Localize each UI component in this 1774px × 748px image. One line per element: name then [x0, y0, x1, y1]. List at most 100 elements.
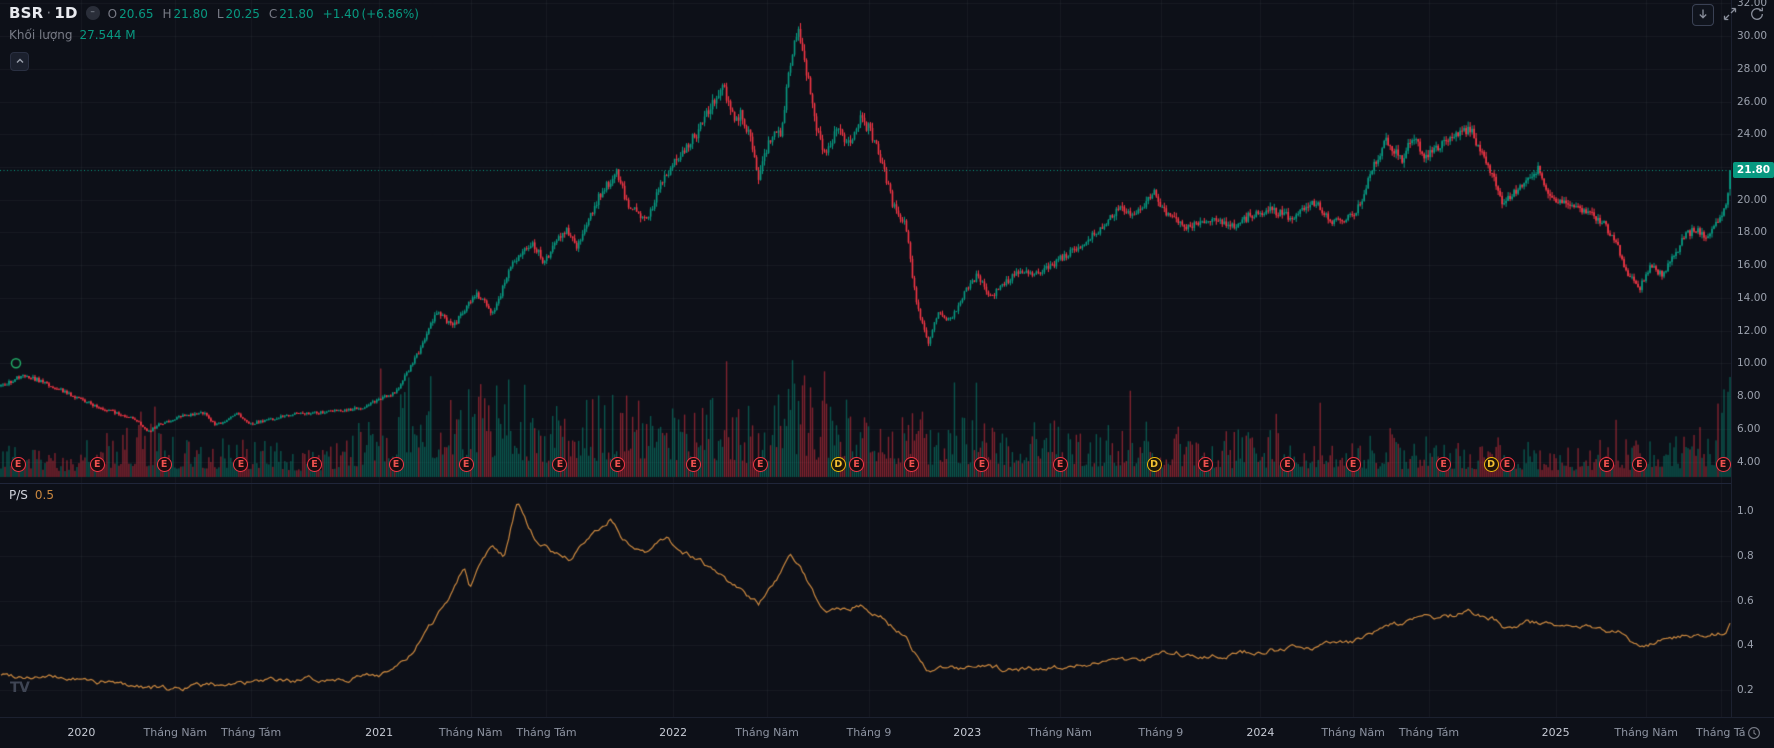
symbol-name: BSR — [9, 4, 44, 22]
earnings-badge[interactable]: E — [552, 457, 568, 472]
last-price-label[interactable]: 21.80 — [1733, 162, 1774, 179]
price-tick-label: 26.00 — [1737, 95, 1768, 108]
time-label-month: Tháng Tám — [516, 726, 577, 739]
earnings-badge[interactable]: E — [974, 457, 990, 472]
open-label: O — [107, 7, 118, 21]
time-label-year: 2022 — [659, 726, 688, 739]
time-label-month: Tháng Tá — [1696, 726, 1746, 739]
dividend-badge[interactable]: D — [1483, 457, 1499, 472]
earnings-badge[interactable]: E — [1499, 457, 1515, 472]
tradingview-logo[interactable]: TV — [10, 680, 30, 696]
ohlc-values: O 20.65 H 21.80 L 20.25 C 21.80 +1.40 (+6.86%… — [108, 5, 419, 21]
earnings-badge[interactable]: E — [610, 457, 626, 472]
change-value: +1.40 — [322, 7, 360, 21]
ps-tick-label: 0.4 — [1737, 639, 1754, 652]
earnings-badge[interactable]: E — [1715, 457, 1731, 472]
pane-collapse-button[interactable] — [10, 52, 29, 71]
time-label-year: 2020 — [67, 726, 96, 739]
reset-view-button[interactable] — [1746, 4, 1768, 26]
time-label-month: Tháng Tám — [221, 726, 282, 739]
price-tick-label: 28.00 — [1737, 62, 1768, 75]
time-scale[interactable]: 2020 Tháng Năm Tháng Tám 2021 Tháng Năm Tháng… — [0, 717, 1774, 748]
dividend-badge[interactable]: D — [1146, 457, 1162, 472]
market-status-icon[interactable]: – — [85, 6, 100, 20]
ps-indicator-legend[interactable]: P/S 0.5 — [9, 488, 54, 502]
scroll-to-recent-icon — [1697, 8, 1709, 23]
low-value: 20.25 — [225, 7, 260, 21]
time-label-year: 2025 — [1541, 726, 1570, 739]
earnings-badge[interactable]: E — [156, 457, 172, 472]
price-tick-label: 30.00 — [1737, 30, 1768, 43]
ps-indicator-value: 0.5 — [34, 488, 54, 502]
timezone-clock-icon[interactable] — [1747, 725, 1761, 744]
time-label-month: Tháng Năm — [1028, 726, 1092, 739]
time-label-month: Tháng Tám — [1398, 726, 1460, 739]
time-label-month: Tháng Năm — [1321, 726, 1385, 739]
earnings-badge[interactable]: E — [904, 457, 920, 472]
time-label-month: Tháng 9 — [1138, 726, 1184, 739]
time-label-month: Tháng Năm — [143, 726, 208, 739]
earnings-badge[interactable]: E — [1198, 457, 1214, 472]
low-label: L — [216, 7, 224, 21]
time-label-month: Tháng Năm — [438, 726, 503, 739]
open-value: 20.65 — [119, 7, 154, 21]
earnings-badge[interactable]: E — [458, 457, 474, 472]
earnings-badge[interactable]: E — [233, 457, 249, 472]
earnings-badge[interactable]: E — [848, 457, 864, 472]
change-percent: (+6.86%) — [361, 7, 419, 21]
maximize-button[interactable] — [1719, 4, 1741, 26]
earnings-badge[interactable]: E — [89, 457, 105, 472]
earnings-badge[interactable]: E — [686, 457, 702, 472]
ps-tick-label: 1.0 — [1737, 505, 1754, 517]
earnings-badge[interactable]: E — [752, 457, 768, 472]
pane-divider[interactable] — [0, 483, 1774, 484]
symbol-legend: BSR · 1D – O 20.65 H 21.80 L 20.25 C 21.80 +1.… — [9, 4, 419, 22]
ps-tick-label: 0.6 — [1737, 594, 1754, 607]
price-tick-label: 32.00 — [1737, 0, 1768, 10]
price-tick-label: 10.00 — [1737, 357, 1768, 370]
ps-tick-label: 0.2 — [1737, 684, 1754, 696]
symbol-title[interactable]: BSR · 1D — [9, 4, 78, 22]
earnings-badge[interactable]: E — [388, 457, 404, 472]
chevron-up-icon — [15, 54, 25, 69]
time-label-year: 2024 — [1246, 726, 1275, 739]
chart-toolbar — [1692, 4, 1768, 26]
dividend-badge[interactable]: D — [830, 457, 846, 472]
earnings-badge[interactable]: E — [1599, 457, 1615, 472]
price-tick-label: 16.00 — [1737, 259, 1768, 272]
time-label-month: Tháng Năm — [735, 726, 799, 739]
price-tick-label: 20.00 — [1737, 193, 1768, 206]
earnings-badge[interactable]: E — [307, 457, 323, 472]
reset-view-icon — [1749, 6, 1765, 25]
volume-value: 27.544 M — [79, 28, 136, 42]
price-tick-label: 24.00 — [1737, 128, 1768, 141]
time-label-year: 2023 — [953, 726, 982, 739]
ps-indicator-canvas[interactable] — [0, 483, 1731, 717]
high-value: 21.80 — [173, 7, 208, 21]
price-chart-canvas[interactable] — [0, 0, 1731, 483]
time-label-year: 2021 — [365, 726, 394, 739]
legend-separator: · — [46, 4, 52, 22]
earnings-badge[interactable]: E — [10, 457, 26, 472]
earnings-badge[interactable]: E — [1436, 457, 1452, 472]
time-label-month: Tháng 9 — [846, 726, 892, 739]
scroll-to-recent-button[interactable] — [1692, 4, 1714, 26]
price-tick-label: 4.00 — [1737, 455, 1761, 468]
timeframe-label: 1D — [54, 4, 78, 22]
price-scale[interactable]: 32.00 30.00 28.00 26.00 24.00 20.00 18.00 16.00… — [1731, 0, 1774, 748]
price-tick-label: 14.00 — [1737, 291, 1768, 304]
ps-indicator-name: P/S — [9, 488, 28, 502]
maximize-icon — [1722, 6, 1738, 25]
earnings-badge[interactable]: E — [1052, 457, 1068, 472]
price-tick-label: 8.00 — [1737, 390, 1761, 403]
price-tick-label: 6.00 — [1737, 422, 1761, 435]
close-label: C — [268, 7, 278, 21]
high-label: H — [162, 7, 172, 21]
earnings-badge[interactable]: E — [1280, 457, 1296, 472]
volume-legend: Khối lượng 27.544 M — [9, 28, 136, 42]
earnings-badge[interactable]: E — [1631, 457, 1647, 472]
close-value: 21.80 — [279, 7, 314, 21]
price-tick-label: 12.00 — [1737, 324, 1768, 337]
earnings-badge[interactable]: E — [1345, 457, 1361, 472]
